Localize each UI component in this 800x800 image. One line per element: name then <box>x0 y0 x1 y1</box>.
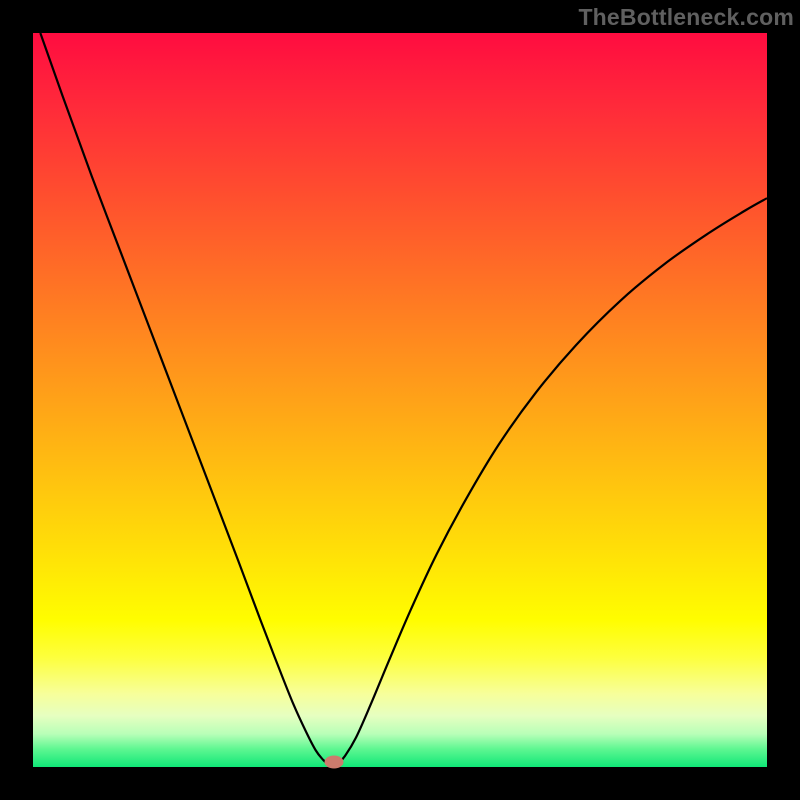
chart-container: TheBottleneck.com <box>0 0 800 800</box>
minimum-marker <box>324 755 343 768</box>
watermark-label: TheBottleneck.com <box>578 4 794 31</box>
bottleneck-curve <box>33 33 767 767</box>
plot-area <box>33 33 767 767</box>
